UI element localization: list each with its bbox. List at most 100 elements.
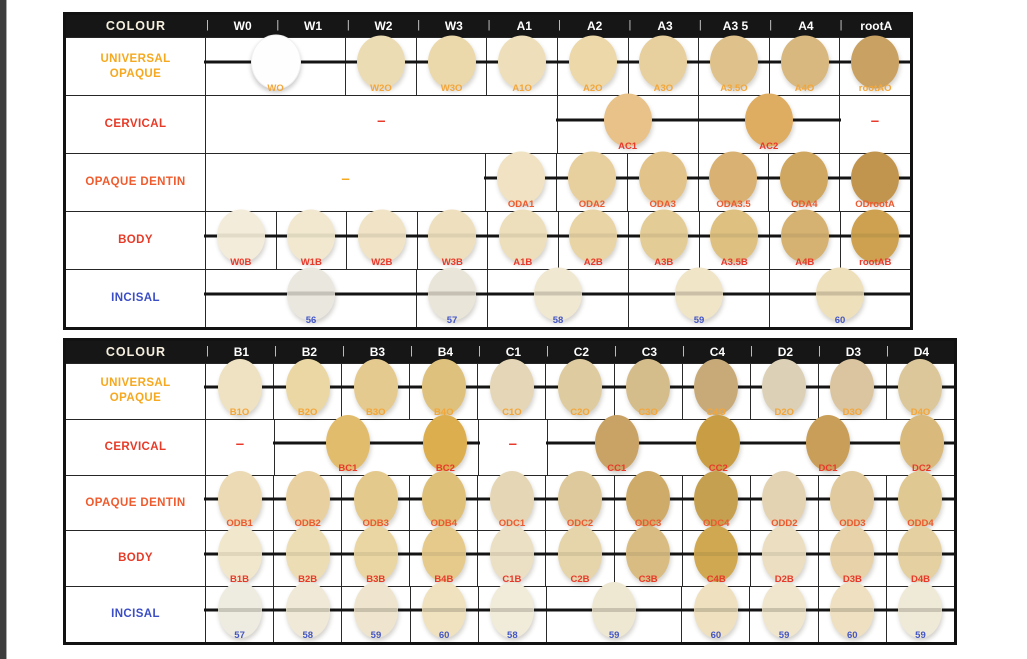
swatch-c1o: C1O [489, 359, 534, 419]
shade-cell: 59 [627, 267, 771, 327]
shade-sample-disc [489, 526, 534, 583]
shade-cell: ODC3 [612, 470, 684, 531]
swatch-rootao: rootAO [851, 35, 900, 95]
shade-sample-label: D3B [842, 574, 862, 586]
header-shade-d4: D4 [913, 345, 930, 359]
shade-cell: C2B [544, 526, 616, 587]
shade-sample-disc [250, 34, 301, 90]
translucency-band [675, 291, 723, 296]
shade-cell: B1O [204, 359, 276, 419]
swatch-b2b: B2B [285, 526, 330, 586]
translucency-band [592, 608, 637, 613]
shade-sample-label: DC1 [818, 462, 838, 474]
shade-cell: A1B [486, 209, 560, 269]
header-shade-c4: C4 [709, 345, 726, 359]
shade-sample-disc [428, 267, 476, 321]
shade-sample-disc [217, 582, 262, 639]
shade-sample-label: CC2 [708, 462, 728, 474]
page-edge-bar [0, 0, 7, 659]
shade-cell: 60 [408, 582, 480, 642]
shade-cell: 59 [884, 582, 957, 642]
shade-sample-label: 56 [305, 315, 317, 326]
shade-cell: W2O [344, 35, 418, 95]
translucency-band [428, 233, 477, 238]
shade-cell: – [477, 419, 547, 475]
shade-cell: C1O [476, 359, 548, 419]
row-cells: – BC1 BC2 – CC1 CC2 DC1 DC2 [206, 414, 957, 475]
shade-cell: D3O [816, 359, 888, 419]
row-label-incisal: INCISAL [66, 270, 206, 327]
shade-cell: A3O [626, 35, 701, 95]
swatch-odb1: ODB1 [217, 470, 262, 531]
swatch-59: 59 [675, 267, 723, 327]
swatch-odd2: ODD2 [762, 470, 807, 531]
shade-sample-label: B4B [434, 574, 454, 586]
shade-sample-label: C2B [570, 574, 590, 586]
row-body: BODY B1B B2B B3B B4B C1B C2B C3B C4B D2B D3B D4B [66, 526, 957, 587]
shade-cell: ODB4 [408, 470, 480, 531]
shade-sample-disc [423, 414, 468, 471]
shade-cell: W3O [414, 35, 489, 95]
shade-sample-disc [696, 414, 741, 471]
shade-cell: 58 [486, 267, 630, 327]
translucency-band [489, 552, 534, 557]
swatch-c3b: C3B [626, 526, 671, 586]
shade-sample-label: DC2 [911, 462, 932, 474]
shade-sample-disc [287, 267, 335, 321]
translucency-band [357, 233, 406, 238]
shade-sample-disc [709, 35, 758, 89]
shade-cell: A4B [768, 209, 842, 269]
translucency-band [490, 608, 535, 613]
shade-sample-disc [594, 414, 639, 471]
swatch-w0b: W0B [216, 209, 265, 269]
shade-sample-label: B3B [366, 574, 386, 586]
shade-sample-disc [830, 582, 875, 639]
shade-sample-label: B3O [365, 406, 386, 418]
table-header: COLOUR | B1 | B2 | B3 | B4 | C1 | C2 | C3 | C4 | D2 | D3 | D4 [66, 341, 954, 363]
shade-sample-label: BC1 [338, 462, 358, 474]
shade-sample-label: AC1 [618, 141, 638, 152]
header-shade-c1: C1 [505, 345, 522, 359]
translucency-band [693, 608, 738, 613]
no-shade-dash: – [870, 112, 880, 130]
shade-sample-disc [568, 35, 617, 89]
shade-sample-disc [357, 209, 406, 263]
header-separator: | [558, 19, 561, 31]
shade-sample-label: 59 [778, 629, 790, 641]
no-shade-dash: – [341, 170, 350, 188]
shade-cell: A2O [555, 35, 630, 95]
shade-cell: D3B [816, 526, 888, 587]
table-header: COLOUR | W0 | W1 | W2 | W3 | A1 | A2 | A3 | A3 5 | A4 | root… [66, 15, 910, 37]
swatch-59: 59 [592, 582, 637, 642]
header-separator: | [546, 345, 549, 357]
translucency-band [287, 233, 336, 238]
shade-sample-disc [806, 414, 851, 471]
header-shade-a1: A1 [516, 19, 532, 33]
translucency-band [217, 608, 262, 613]
header-shade-a3: A3 [657, 19, 673, 33]
shade-cell: W3B [415, 209, 489, 269]
shade-sample-label: ODA3 [649, 199, 676, 210]
shade-cell: D4O [884, 359, 957, 419]
shade-sample-disc [353, 359, 398, 415]
header-shade-d3: D3 [845, 345, 862, 359]
swatch-w2o: W2O [357, 35, 405, 95]
swatch-59: 59 [353, 582, 398, 642]
shade-cell: A3.5B [697, 209, 771, 269]
translucency-band [639, 233, 688, 238]
shade-sample-disc [694, 359, 739, 415]
shade-sample-disc [353, 470, 398, 527]
shade-cell: A4O [767, 35, 842, 95]
swatch-odb3: ODB3 [353, 470, 398, 531]
swatch-odd4: ODD4 [898, 470, 943, 531]
swatch-a1o: A1O [498, 35, 547, 95]
swatch-dc2: DC2 [899, 414, 944, 475]
shade-cell: ODA2 [555, 151, 629, 211]
shade-sample-label: ODD2 [771, 518, 798, 530]
row-label-cervical: CERVICAL [66, 419, 206, 475]
row-body: BODY W0B W1B W2B W3B A1B A2B A3B A3.5B A4B rootAB [66, 209, 912, 269]
shade-sample-label: ODD4 [907, 518, 934, 530]
swatch-b1b: B1B [217, 526, 262, 586]
shade-cell: A3B [627, 209, 701, 269]
